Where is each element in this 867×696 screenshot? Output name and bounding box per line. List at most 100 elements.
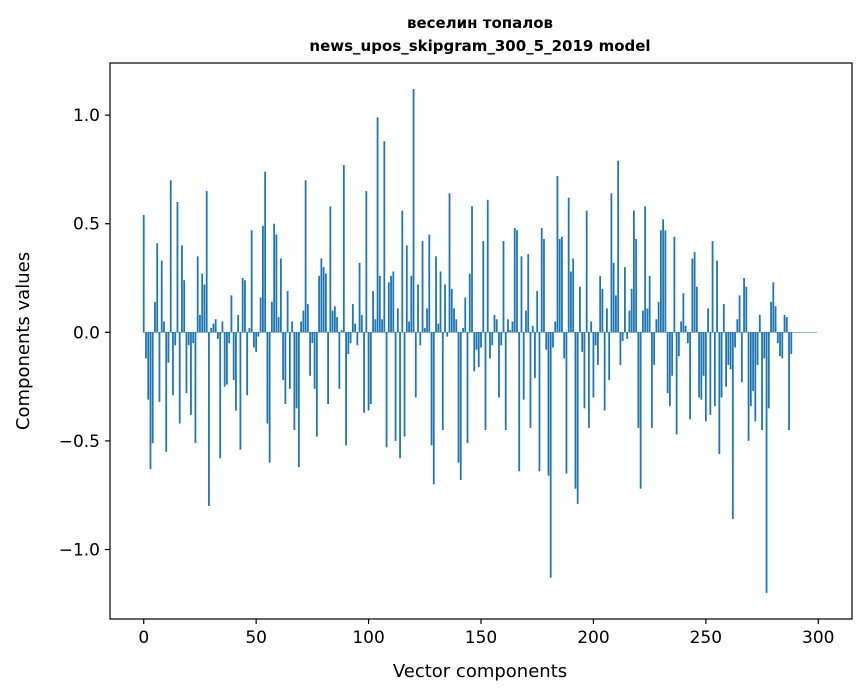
bar-45 — [244, 280, 246, 333]
bar-131 — [437, 323, 440, 333]
bar-180 — [547, 332, 550, 476]
bar-64 — [286, 291, 289, 333]
bar-121 — [414, 332, 417, 398]
bar-287 — [788, 332, 790, 431]
bar-39 — [230, 295, 233, 333]
bar-138 — [453, 308, 455, 333]
bar-114 — [399, 332, 401, 459]
bar-10 — [165, 332, 168, 452]
bar-184 — [556, 175, 559, 333]
bar-203 — [599, 275, 602, 333]
bar-183 — [554, 321, 557, 333]
bar-279 — [770, 301, 772, 333]
bar-239 — [680, 321, 683, 333]
bar-242 — [686, 332, 689, 344]
bar-77 — [315, 332, 318, 437]
bars-group — [142, 89, 793, 593]
bar-100 — [367, 332, 370, 411]
x-axis-label: Vector components — [393, 661, 567, 682]
bar-50 — [255, 332, 258, 352]
bar-88 — [340, 330, 343, 333]
y-axis-label: Components values — [13, 252, 34, 430]
bar-51 — [257, 332, 260, 337]
bar-281 — [774, 306, 777, 333]
bar-107 — [383, 141, 386, 333]
x-tick-label: 0 — [138, 628, 149, 648]
bar-284 — [781, 332, 784, 359]
bar-248 — [700, 332, 703, 400]
bar-96 — [358, 262, 361, 333]
bar-215 — [626, 332, 629, 339]
bar-68 — [295, 332, 298, 409]
bar-266 — [740, 332, 743, 383]
bar-15 — [176, 202, 179, 333]
bar-209 — [612, 262, 615, 333]
chart-title: веселин топалов — [407, 14, 553, 32]
bar-99 — [365, 191, 368, 333]
y-tick-label: −0.5 — [59, 432, 100, 452]
y-tick-label: 1.0 — [73, 106, 100, 126]
bar-245 — [693, 251, 696, 333]
bar-72 — [304, 180, 307, 333]
bar-235 — [671, 332, 674, 376]
bar-5 — [154, 301, 156, 333]
bar-227 — [653, 332, 656, 365]
bar-54 — [264, 171, 267, 333]
bar-98 — [363, 332, 365, 413]
bar-264 — [736, 319, 739, 333]
bar-93 — [351, 304, 354, 333]
bar-150 — [480, 332, 482, 348]
bar-213 — [621, 332, 624, 341]
bar-234 — [668, 332, 671, 407]
bar-4 — [151, 332, 154, 444]
bar-82 — [327, 332, 329, 404]
bar-57 — [270, 301, 273, 333]
bar-276 — [763, 332, 766, 359]
bar-23 — [194, 332, 197, 444]
bar-168 — [520, 256, 523, 333]
bar-94 — [354, 323, 356, 333]
bar-270 — [749, 332, 752, 407]
bar-286 — [785, 317, 788, 333]
bar-246 — [695, 286, 698, 333]
bar-148 — [475, 332, 478, 350]
bar-174 — [534, 332, 536, 378]
bar-241 — [684, 325, 687, 333]
bar-135 — [446, 332, 449, 337]
bar-103 — [374, 319, 377, 333]
bar-173 — [531, 325, 534, 333]
bar-0 — [142, 215, 145, 333]
bar-250 — [704, 332, 707, 422]
bar-105 — [378, 275, 381, 333]
bar-29 — [208, 332, 210, 507]
bar-38 — [228, 332, 231, 344]
bar-269 — [747, 332, 750, 441]
bar-91 — [347, 332, 350, 355]
bar-175 — [536, 291, 539, 333]
bar-124 — [421, 241, 424, 333]
bar-273 — [756, 332, 759, 365]
bar-282 — [776, 332, 779, 344]
bar-280 — [772, 282, 775, 333]
bar-137 — [450, 288, 453, 333]
bar-152 — [484, 332, 487, 431]
bar-170 — [525, 310, 527, 333]
bar-27 — [203, 284, 206, 333]
bar-2 — [147, 332, 150, 400]
bar-223 — [644, 206, 647, 333]
bar-199 — [590, 321, 593, 333]
bar-216 — [628, 310, 631, 333]
bar-192 — [574, 332, 577, 489]
bar-166 — [516, 230, 518, 333]
y-tick-label: 0.0 — [73, 323, 100, 343]
bar-67 — [293, 332, 296, 431]
bar-143 — [464, 297, 467, 333]
bar-157 — [495, 319, 498, 333]
bar-179 — [545, 332, 548, 350]
bar-156 — [493, 314, 496, 333]
bar-119 — [410, 275, 413, 333]
bar-104 — [376, 117, 379, 333]
bar-112 — [394, 332, 397, 441]
bar-76 — [313, 332, 316, 389]
bar-40 — [232, 332, 235, 381]
